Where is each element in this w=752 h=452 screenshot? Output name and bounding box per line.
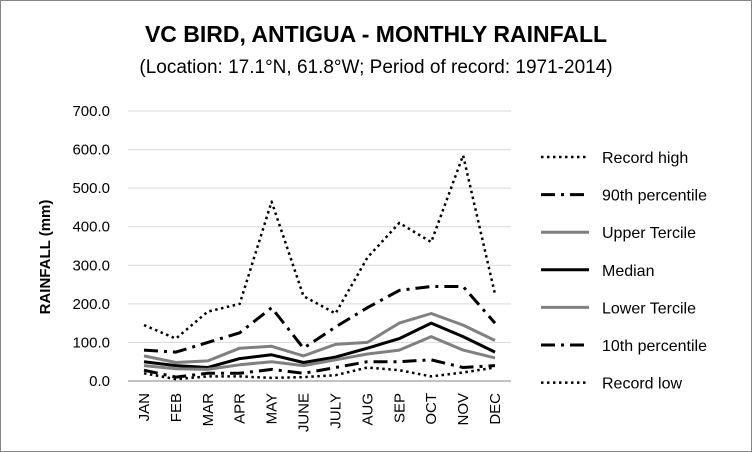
gridlines: [128, 110, 511, 382]
x-axis-tick-labels: JAN FEB MAR APR MAY JUNE JULY AUG SEP OCT NOV DEC: [136, 393, 504, 432]
legend-item: Record low: [541, 376, 682, 393]
legend-label: 10th percentile: [602, 338, 707, 355]
legend-label: 90th percentile: [602, 188, 707, 205]
chart-subtitle: (Location: 17.1°N, 61.8°W; Period of rec…: [139, 57, 613, 78]
x-tick-label: MAR: [200, 393, 217, 427]
x-tick-label: OCT: [423, 393, 440, 425]
y-tick-label: 600.0: [72, 142, 110, 159]
legend-label: Median: [602, 263, 654, 280]
legend-label: Upper Tercile: [602, 225, 696, 242]
legend-item: 10th percentile: [541, 338, 707, 355]
x-tick-label: SEP: [391, 393, 408, 423]
x-tick-label: MAY: [264, 393, 281, 424]
x-tick-label: JULY: [327, 393, 344, 429]
x-tick-label: APR: [232, 393, 249, 424]
series-lines: [143, 154, 497, 381]
x-tick-label: NOV: [455, 393, 472, 426]
x-tick-label: JAN: [136, 393, 153, 421]
y-tick-label: 400.0: [72, 219, 110, 236]
y-tick-label: 0.0: [89, 373, 110, 390]
legend-item: Upper Tercile: [541, 225, 696, 242]
legend-label: Record high: [602, 150, 688, 167]
y-tick-label: 100.0: [72, 334, 110, 351]
x-tick-label: AUG: [359, 393, 376, 426]
y-tick-label: 500.0: [72, 180, 110, 197]
legend-item: 90th percentile: [541, 188, 707, 205]
series-line-record-high: [143, 154, 497, 340]
y-tick-label: 200.0: [72, 296, 110, 313]
x-tick-label: DEC: [487, 393, 504, 425]
legend-label: Lower Tercile: [602, 300, 696, 317]
series-line-upper-tercile: [143, 312, 496, 364]
series-line-10th-percentile: [143, 358, 496, 379]
series-line-90th-percentile: [143, 285, 497, 354]
series-line-median: [143, 321, 496, 369]
x-tick-label: FEB: [168, 393, 185, 422]
series-line-record-low: [143, 366, 496, 381]
x-tick-label: JUNE: [296, 393, 313, 432]
legend-label: Record low: [602, 376, 682, 393]
y-axis-title: RAINFALL (mm): [37, 200, 54, 315]
chart-title: VC BIRD, ANTIGUA - MONTHLY RAINFALL: [144, 21, 608, 47]
legend-item: Median: [541, 263, 654, 280]
y-axis-tick-labels: 0.0 100.0 200.0 300.0 400.0 500.0 600.0 700.0: [72, 103, 110, 390]
y-tick-label: 700.0: [72, 103, 110, 120]
series-line-lower-tercile: [143, 335, 496, 371]
y-tick-label: 300.0: [72, 257, 110, 274]
legend: Record high 90th percentile Upper Tercile M…: [541, 150, 707, 393]
legend-item: Lower Tercile: [541, 300, 696, 317]
legend-item: Record high: [541, 150, 688, 167]
